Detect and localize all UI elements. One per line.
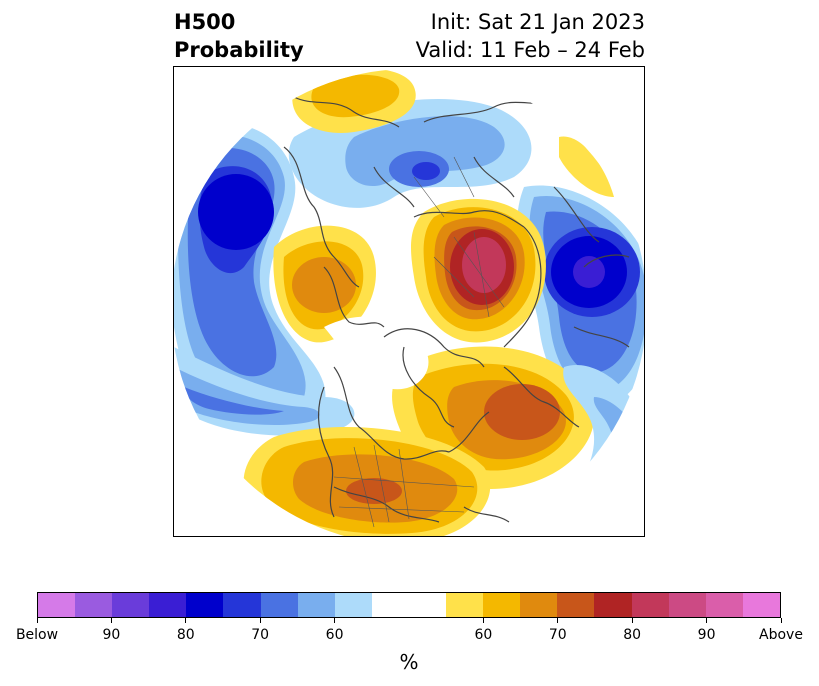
colorbar-tick-label: 80 <box>623 627 642 643</box>
colorbar-cell <box>705 593 743 617</box>
title-line-type: Probability <box>174 38 304 62</box>
title-line-variable: H500 <box>174 10 236 34</box>
colorbar-tick <box>185 618 187 623</box>
chart-title: H500 Probability <box>174 8 304 64</box>
colorbar-cell <box>260 593 298 617</box>
colorbar-tick <box>259 618 261 623</box>
colorbar-tick-label: Above <box>759 627 803 643</box>
colorbar-cell <box>334 593 372 617</box>
colorbar-cell <box>371 593 409 617</box>
colorbar-cell <box>112 593 150 617</box>
anomaly-above-far-east <box>559 136 614 197</box>
colorbar-cell <box>557 593 595 617</box>
colorbar-tick <box>557 618 559 623</box>
colorbar-tick <box>110 618 112 623</box>
colorbar-tick-label: 90 <box>102 627 121 643</box>
colorbar-cell <box>742 593 780 617</box>
colorbar-tick-label: 90 <box>697 627 716 643</box>
colorbar <box>37 592 781 618</box>
colorbar-cell <box>483 593 521 617</box>
chart-dates: Init: Sat 21 Jan 2023 Valid: 11 Feb – 24… <box>416 8 645 64</box>
colorbar-tick <box>631 618 633 623</box>
valid-date-range: Valid: 11 Feb – 24 Feb <box>415 38 645 62</box>
colorbar-cell <box>446 593 484 617</box>
colorbar-cell <box>75 593 113 617</box>
colorbar-cell <box>668 593 706 617</box>
init-date: Init: Sat 21 Jan 2023 <box>430 10 645 34</box>
colorbar-cell <box>186 593 224 617</box>
colorbar-tick-label: 60 <box>474 627 493 643</box>
colorbar-units: % <box>399 650 419 674</box>
colorbar-tick-label: 70 <box>548 627 567 643</box>
colorbar-cell <box>149 593 187 617</box>
colorbar-tick-label: 60 <box>325 627 344 643</box>
colorbar-tick <box>36 618 38 623</box>
colorbar-tick-label: 80 <box>176 627 195 643</box>
colorbar-cell <box>631 593 669 617</box>
colorbar-cell <box>594 593 632 617</box>
anomaly-above-north-atlantic <box>273 225 376 343</box>
colorbar-cell <box>223 593 261 617</box>
anomaly-above-arctic <box>411 198 546 343</box>
colorbar-tick <box>706 618 708 623</box>
anomaly-below-northeast-pacific <box>517 185 644 408</box>
colorbar-tick <box>482 618 484 623</box>
colorbar-tick-label: 70 <box>251 627 270 643</box>
coastlines <box>283 96 630 523</box>
colorbar-cell <box>408 593 447 617</box>
anomaly-above-eastern-us <box>243 427 491 536</box>
colorbar-cell <box>297 593 335 617</box>
colorbar-tick-label: Below <box>15 627 59 643</box>
probability-map <box>174 69 644 536</box>
colorbar-cell <box>520 593 558 617</box>
map-panel <box>173 66 645 537</box>
colorbar-tick <box>334 618 336 623</box>
anomaly-below-north-pacific <box>174 123 326 429</box>
colorbar-cell <box>38 593 76 617</box>
colorbar-tick <box>780 618 782 623</box>
